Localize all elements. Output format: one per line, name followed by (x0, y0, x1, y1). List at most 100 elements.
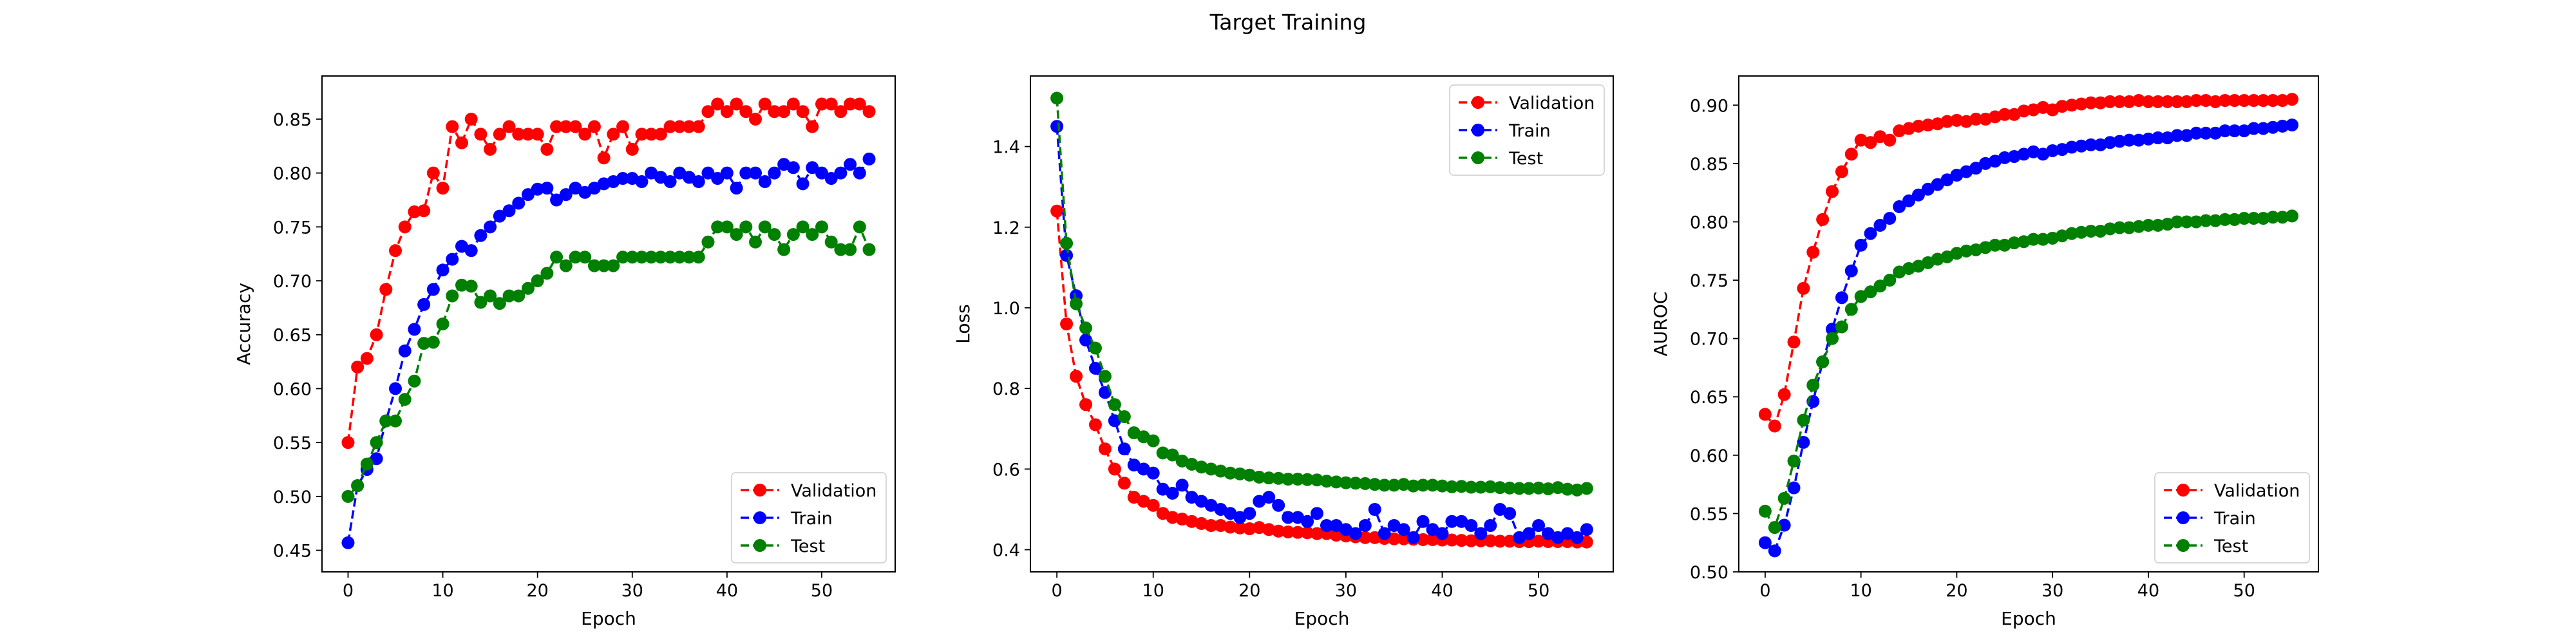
data-point (758, 175, 772, 189)
data-point (1797, 413, 1810, 427)
data-point (540, 267, 554, 280)
data-point (645, 128, 658, 141)
data-point (1378, 478, 1391, 492)
data-point (1445, 533, 1459, 547)
data-point (1493, 535, 1507, 548)
data-point (2180, 95, 2193, 108)
data-point (1387, 532, 1401, 545)
data-point (673, 120, 687, 133)
data-point (1570, 483, 1584, 497)
data-point (1797, 281, 1810, 295)
data-point (1329, 475, 1343, 489)
data-point (1272, 524, 1285, 538)
data-point (2123, 133, 2136, 147)
data-point (1204, 462, 1218, 476)
x-tick-label: 50 (2233, 581, 2255, 601)
data-point (455, 136, 468, 149)
data-point (1416, 478, 1430, 492)
series-train (1758, 118, 2299, 558)
data-point (844, 158, 857, 171)
data-point (1320, 475, 1333, 488)
data-point (1397, 478, 1410, 491)
y-tick-label: 1.4 (992, 138, 1020, 158)
data-point (1098, 370, 1112, 383)
data-point (1969, 162, 1983, 175)
data-point (1311, 507, 1324, 520)
data-point (1464, 480, 1478, 494)
data-point (1522, 482, 1536, 495)
data-point (1291, 473, 1305, 486)
x-tick-label: 0 (1052, 581, 1063, 601)
chart-panel-1: 0 10 20 30 40 50 0.45 0.50 0.55 0.60 0.65 0.70 0.75 0… (233, 75, 896, 629)
data-point (1195, 495, 1208, 508)
data-point (2141, 218, 2155, 232)
legend-label: Validation (1509, 93, 1595, 113)
data-point (493, 209, 506, 223)
data-point (1435, 527, 1449, 540)
data-point (2123, 95, 2136, 108)
data-point (1911, 188, 1925, 202)
data-point (2141, 132, 2155, 146)
data-point (1253, 495, 1266, 508)
data-point (739, 166, 753, 180)
data-point (701, 105, 715, 118)
data-point (2170, 215, 2184, 229)
data-point (389, 382, 402, 395)
data-point (1902, 194, 1916, 207)
data-point (701, 235, 715, 249)
data-point (531, 274, 544, 288)
data-point (531, 182, 544, 196)
data-point (1175, 478, 1189, 492)
data-point (2151, 95, 2164, 108)
plot-frame (1030, 75, 1614, 573)
y-tick-label: 0.90 (1690, 96, 1728, 116)
data-point (1195, 516, 1208, 530)
series-validation (341, 97, 876, 450)
data-point (1532, 519, 1546, 533)
data-point (796, 105, 810, 118)
data-point (834, 166, 848, 180)
y-tick-label: 0.80 (273, 164, 312, 184)
data-point (531, 128, 544, 141)
data-point (1156, 507, 1170, 520)
data-point (1513, 482, 1526, 495)
y-tick-label: 0.65 (273, 326, 312, 346)
data-point (1787, 454, 1801, 468)
data-point (1224, 507, 1237, 520)
data-point (1911, 119, 1925, 133)
data-point (1079, 334, 1093, 347)
data-point (2084, 138, 2098, 151)
data-point (2286, 118, 2299, 132)
data-point (2036, 232, 2050, 246)
data-point (1301, 526, 1314, 540)
data-point (758, 220, 772, 234)
legend-swatch-marker (753, 511, 766, 524)
data-point (379, 414, 393, 428)
legend-label: Train (1508, 121, 1551, 141)
data-point (1484, 480, 1497, 493)
data-point (502, 120, 516, 133)
data-point (436, 263, 450, 277)
data-point (2017, 104, 2031, 118)
data-point (1797, 435, 1810, 449)
data-point (806, 228, 819, 242)
data-point (2170, 95, 2184, 108)
legend: Validation Train Test (1449, 84, 1605, 176)
data-point (2103, 222, 2117, 236)
data-point (1214, 502, 1227, 516)
legend-swatch-marker (2177, 484, 2190, 497)
x-tick-label: 10 (1850, 581, 1871, 601)
data-point (1758, 504, 1772, 518)
data-point (1329, 529, 1343, 542)
data-point (370, 436, 383, 450)
data-point (550, 120, 564, 133)
data-point (616, 120, 630, 133)
data-point (1560, 482, 1574, 496)
data-point (2247, 122, 2260, 135)
data-point (1921, 118, 1935, 132)
data-point (2257, 122, 2270, 135)
data-point (370, 328, 383, 341)
x-tick-label: 30 (2041, 581, 2063, 601)
data-point (2266, 211, 2280, 224)
data-point (786, 161, 800, 175)
